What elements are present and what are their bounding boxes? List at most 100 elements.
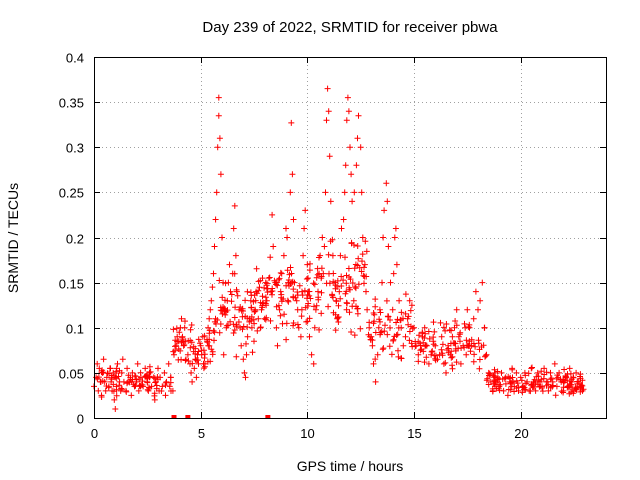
zero-marker: [185, 415, 191, 419]
data-point: [449, 333, 456, 340]
data-point: [155, 365, 161, 372]
data-point: [173, 342, 180, 349]
data-point: [283, 320, 290, 327]
data-point: [300, 252, 307, 259]
data-point: [452, 345, 459, 352]
data-point: [355, 112, 362, 119]
data-point: [350, 297, 357, 304]
data-point: [206, 315, 213, 322]
data-point: [507, 386, 514, 393]
data-point: [271, 277, 278, 284]
data-point: [315, 296, 322, 303]
data-point: [319, 234, 326, 241]
data-point: [367, 336, 374, 343]
data-point: [545, 387, 552, 394]
data-point: [180, 338, 187, 345]
data-point: [238, 342, 245, 349]
data-point: [572, 384, 579, 391]
data-point: [145, 384, 152, 391]
data-point: [323, 117, 330, 124]
data-point: [363, 248, 370, 255]
data-point: [263, 297, 270, 304]
data-point: [170, 348, 177, 355]
data-point: [230, 330, 237, 336]
data-point: [175, 346, 182, 352]
data-point: [306, 267, 313, 274]
data-point: [172, 343, 178, 350]
data-point: [496, 381, 502, 388]
data-point: [329, 252, 336, 259]
data-point: [471, 351, 478, 358]
data-point: [361, 261, 368, 268]
data-point: [486, 370, 493, 377]
data-point: [167, 374, 174, 381]
data-point: [243, 351, 250, 358]
data-point: [577, 375, 584, 382]
data-point: [134, 360, 141, 367]
data-point: [230, 225, 237, 232]
data-point: [398, 309, 405, 316]
data-point: [391, 234, 398, 241]
data-point: [387, 324, 393, 331]
data-point: [457, 329, 464, 336]
data-point: [517, 374, 524, 381]
data-point: [389, 306, 396, 313]
data-point: [335, 319, 342, 325]
data-point: [329, 291, 336, 298]
data-point: [284, 267, 291, 274]
data-point: [502, 380, 509, 387]
data-point: [415, 338, 422, 345]
x-tick-label: 15: [407, 426, 421, 441]
data-point: [297, 333, 304, 340]
data-point: [216, 329, 223, 336]
data-point: [438, 333, 445, 340]
y-tick-label: 0.25: [59, 186, 84, 201]
data-point: [142, 365, 149, 372]
data-point: [539, 384, 546, 391]
data-point: [463, 337, 470, 344]
data-point: [330, 309, 337, 316]
data-point: [492, 376, 499, 383]
data-point: [465, 343, 472, 350]
data-point: [358, 268, 365, 275]
data-point: [116, 367, 123, 374]
data-point: [151, 392, 158, 399]
data-point: [518, 377, 525, 384]
data-point: [379, 346, 386, 353]
data-point: [113, 375, 120, 382]
data-point: [171, 351, 177, 358]
data-point: [114, 360, 121, 367]
data-point: [251, 338, 257, 345]
x-tick-labels: 0 5 10 15 20: [91, 426, 529, 441]
data-point: [306, 288, 313, 295]
data-point: [376, 316, 383, 323]
data-point: [374, 351, 381, 358]
data-point: [385, 313, 392, 320]
data-point: [440, 324, 447, 331]
data-point: [386, 343, 393, 350]
data-point: [342, 254, 348, 261]
data-point: [361, 280, 367, 287]
data-point: [330, 278, 337, 285]
data-point: [283, 336, 290, 343]
data-point: [506, 375, 513, 382]
data-point: [369, 342, 376, 349]
data-point: [208, 297, 215, 304]
data-point: [113, 386, 120, 393]
data-point: [219, 310, 226, 317]
data-point: [221, 305, 228, 312]
data-point: [208, 346, 215, 353]
data-point: [263, 282, 270, 289]
data-point: [273, 281, 280, 288]
data-point: [260, 299, 267, 306]
data-point: [304, 303, 311, 309]
data-point: [549, 383, 556, 390]
data-point: [383, 297, 390, 304]
data-point: [298, 313, 305, 320]
data-point: [302, 207, 309, 214]
data-point: [188, 322, 195, 328]
data-point: [421, 359, 428, 366]
data-point: [430, 341, 437, 348]
data-point: [261, 284, 268, 291]
